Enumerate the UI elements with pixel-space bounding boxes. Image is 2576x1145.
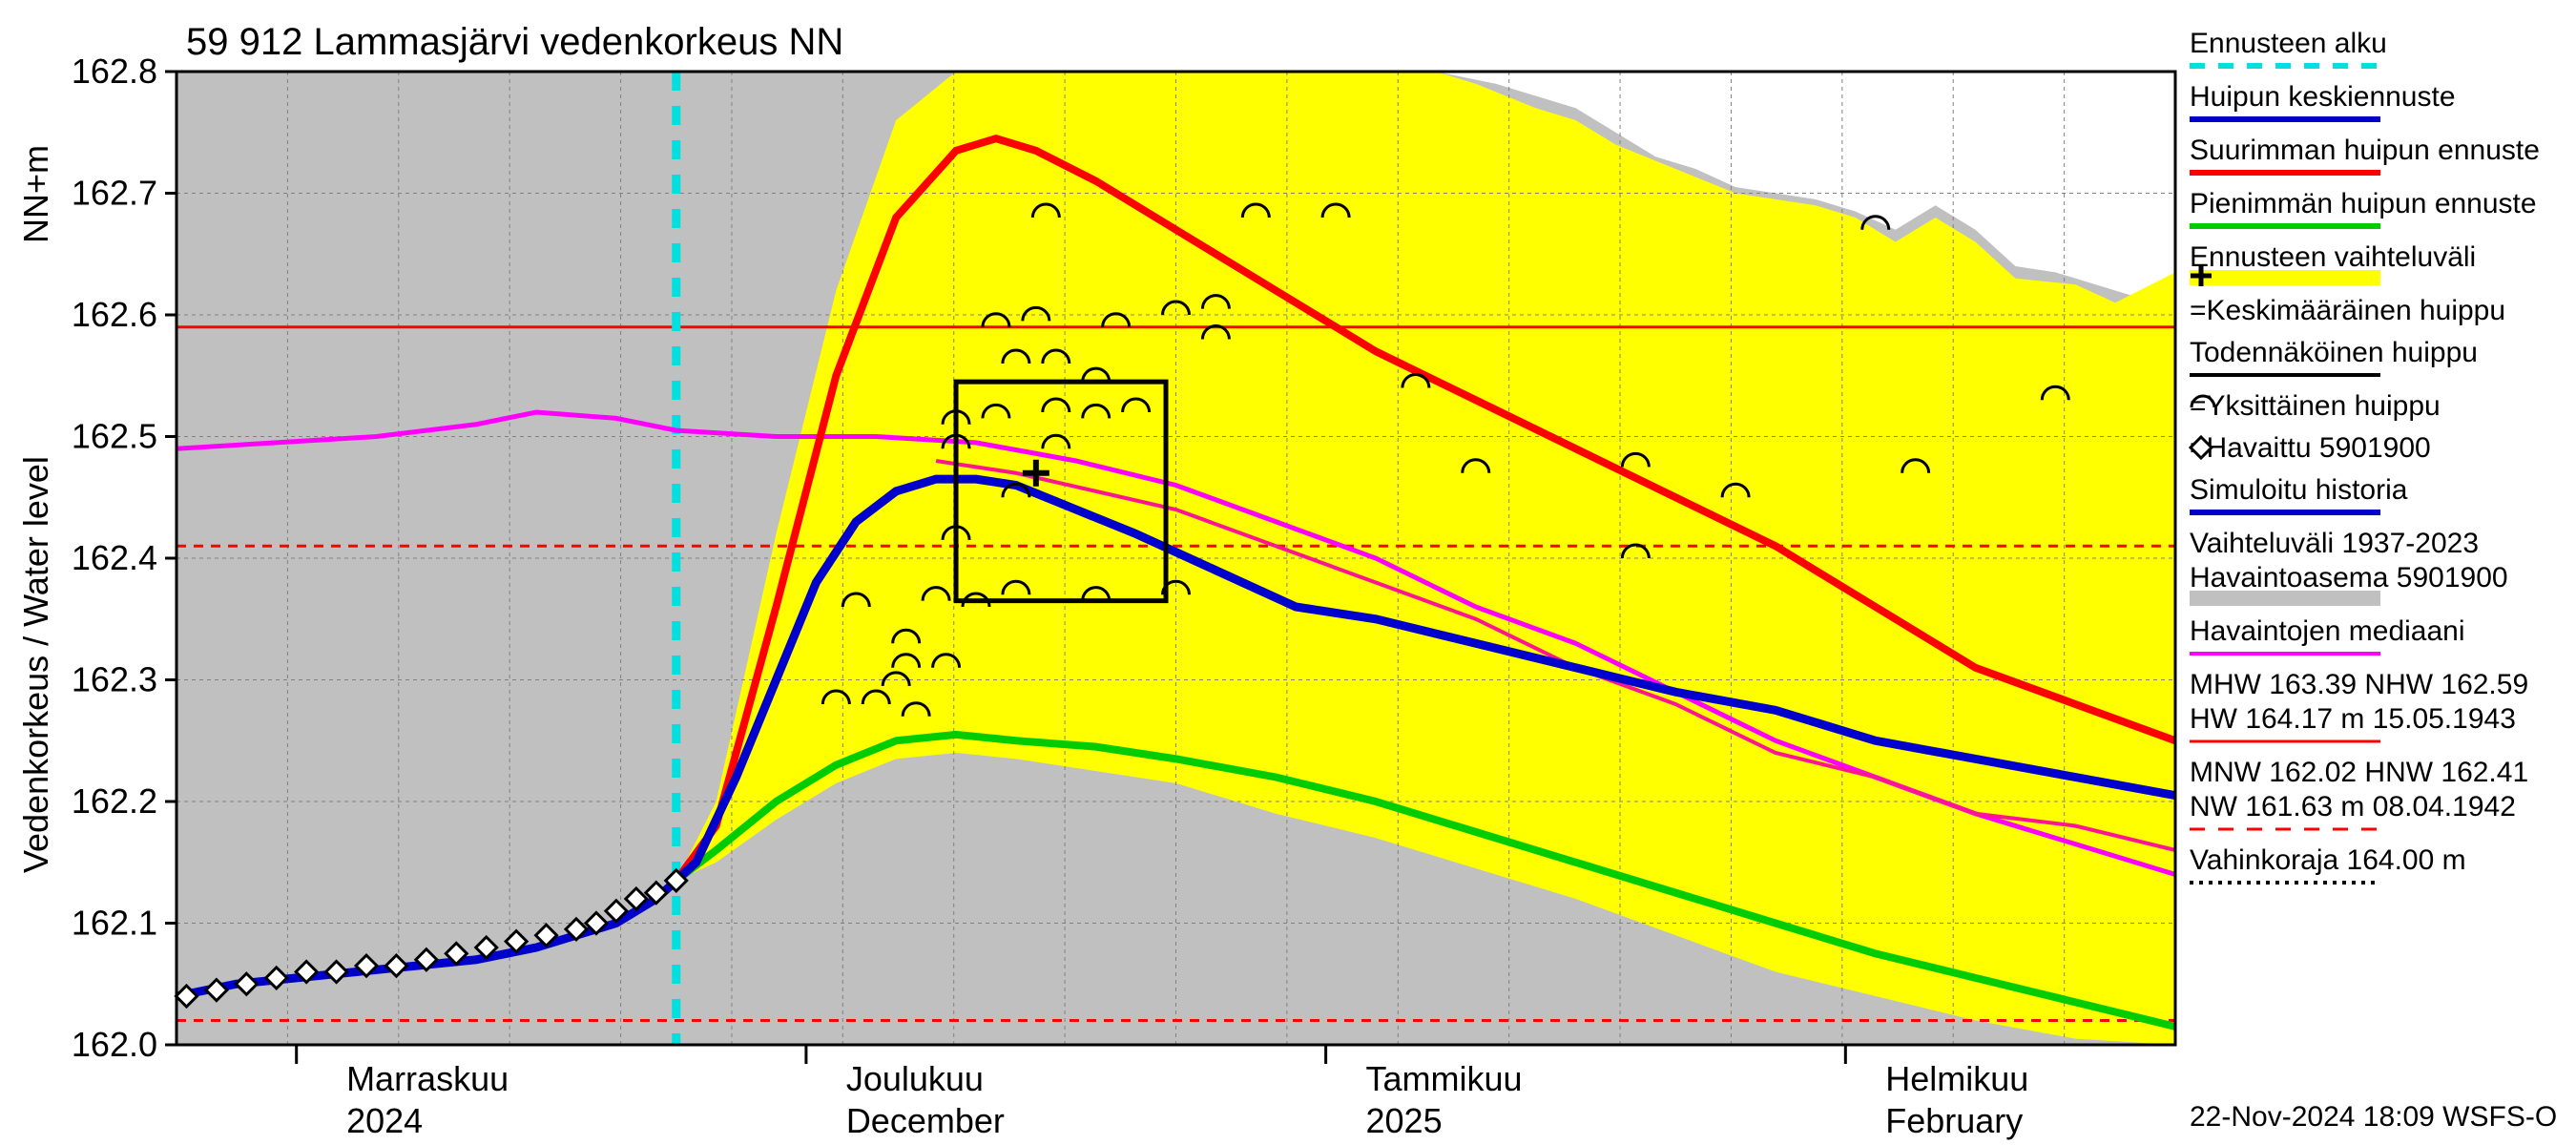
y-tick-label: 162.2 — [72, 781, 157, 821]
y-tick-label: 162.3 — [72, 660, 157, 699]
legend-label: Ennusteen alku — [2190, 28, 2387, 59]
legend-label: =Keskimääräinen huippu — [2190, 295, 2505, 326]
x-label-fi: Tammikuu — [1366, 1059, 1523, 1098]
chart-svg: 162.0 162.1 162.2 162.3 162.4 162.5 162.6 162.7… — [0, 0, 2576, 1145]
legend-label: Todennäköinen huippu — [2190, 337, 2478, 368]
x-label-en: December — [846, 1101, 1005, 1140]
legend-label: Havaintojen mediaani — [2190, 615, 2465, 647]
y-tick-label: 162.0 — [72, 1025, 157, 1064]
legend-sample — [2190, 270, 2380, 285]
y-tick-label: 162.1 — [72, 904, 157, 943]
x-label-en: 2025 — [1366, 1101, 1443, 1140]
legend-sample — [2190, 591, 2380, 606]
x-label-fi: Helmikuu — [1885, 1059, 2028, 1098]
y-tick-label: 162.5 — [72, 417, 157, 456]
legend-label: Huipun keskiennuste — [2190, 81, 2456, 113]
x-label-fi: Marraskuu — [346, 1059, 509, 1098]
legend-label: Simuloitu historia — [2190, 474, 2408, 506]
chart-title: 59 912 Lammasjärvi vedenkorkeus NN — [186, 21, 843, 63]
y-tick-label: 162.7 — [72, 174, 157, 213]
legend-label: MHW 163.39 NHW 162.59 — [2190, 669, 2528, 700]
y-axis-unit: NN+m — [16, 145, 55, 243]
y-tick-label: 162.6 — [72, 295, 157, 334]
legend-label: HW 164.17 m 15.05.1943 — [2190, 703, 2516, 735]
legend-label: Vahinkoraja 164.00 m — [2190, 844, 2466, 876]
chart-container: 162.0 162.1 162.2 162.3 162.4 162.5 162.6 162.7… — [0, 0, 2576, 1145]
x-label-fi: Joulukuu — [846, 1059, 984, 1098]
y-tick-label: 162.8 — [72, 52, 157, 91]
legend-label: =Yksittäinen huippu — [2190, 390, 2441, 422]
x-label-en: 2024 — [346, 1101, 423, 1140]
legend-label: NW 161.63 m 08.04.1942 — [2190, 791, 2516, 822]
legend-label: Suurimman huipun ennuste — [2190, 135, 2540, 166]
y-axis-label: Vedenkorkeus / Water level — [16, 456, 55, 873]
legend-label: Havaintoasema 5901900 — [2190, 562, 2508, 593]
legend-label: MNW 162.02 HNW 162.41 — [2190, 757, 2528, 788]
y-tick-label: 162.4 — [72, 538, 157, 577]
legend-label: Ennusteen vaihteluväli — [2190, 241, 2476, 273]
legend-label: Pienimmän huipun ennuste — [2190, 188, 2537, 219]
legend-label: =Havaittu 5901900 — [2190, 432, 2431, 464]
footer-timestamp: 22-Nov-2024 18:09 WSFS-O — [2190, 1101, 2557, 1133]
x-label-en: February — [1885, 1101, 2023, 1140]
legend-label: Vaihteluväli 1937-2023 — [2190, 528, 2479, 559]
